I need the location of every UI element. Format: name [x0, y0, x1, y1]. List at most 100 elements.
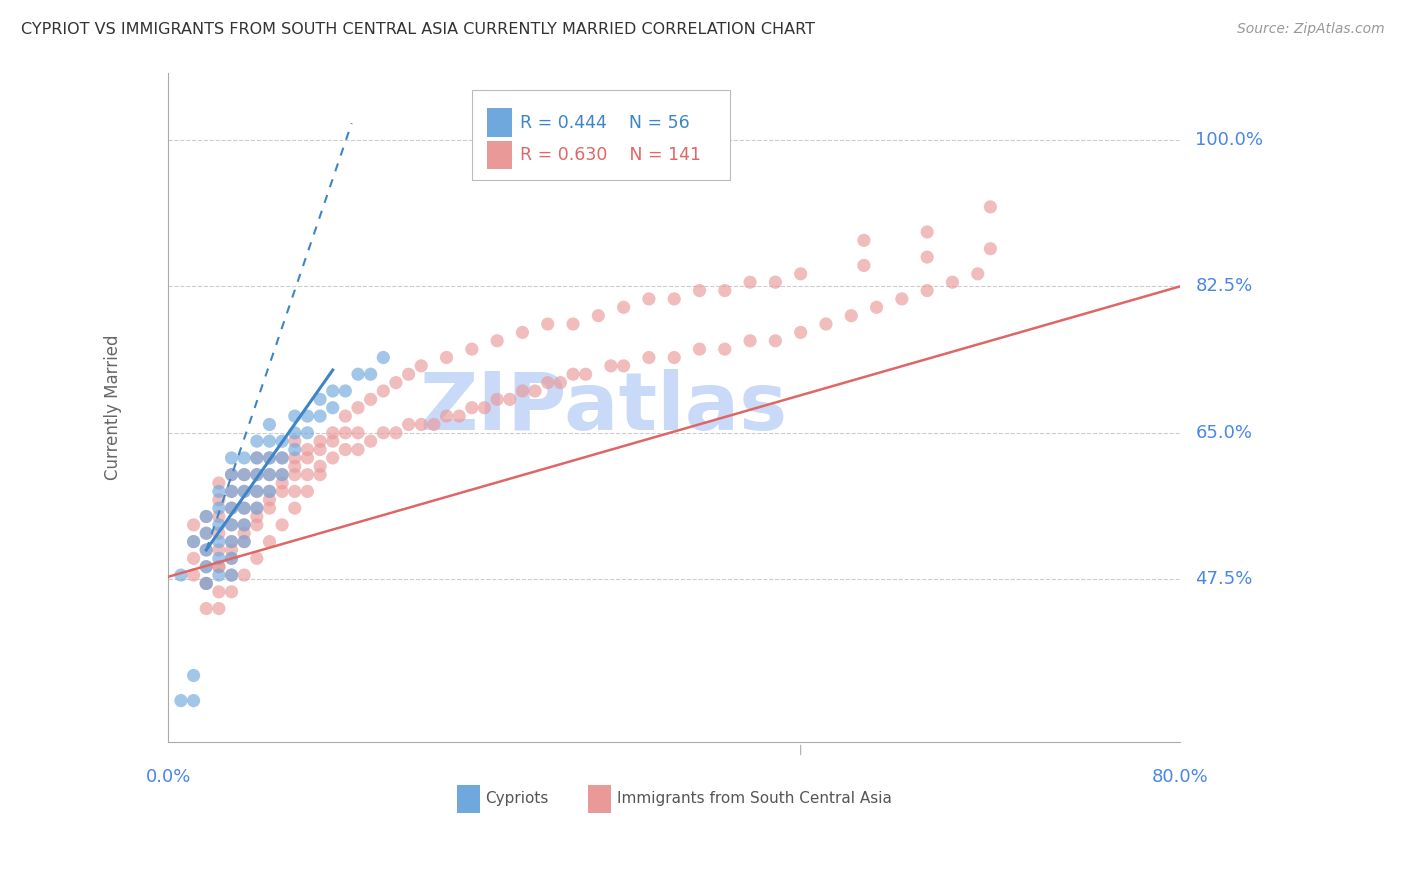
Point — [297, 467, 319, 482]
Point — [246, 434, 269, 449]
Point — [208, 484, 231, 499]
Point — [738, 334, 761, 348]
Point — [195, 576, 218, 591]
Point — [398, 417, 420, 432]
FancyBboxPatch shape — [457, 785, 479, 813]
Point — [170, 568, 193, 582]
Point — [233, 484, 256, 499]
Point — [259, 417, 281, 432]
Point — [411, 359, 433, 373]
Point — [562, 317, 585, 331]
Point — [233, 501, 256, 516]
Point — [789, 267, 811, 281]
Point — [865, 300, 887, 314]
Point — [221, 484, 243, 499]
Point — [233, 467, 256, 482]
Point — [259, 484, 281, 499]
Point — [246, 450, 269, 465]
Point — [322, 401, 344, 415]
Point — [170, 693, 193, 707]
Point — [195, 543, 218, 558]
Point — [575, 368, 598, 382]
Point — [360, 368, 382, 382]
Point — [195, 576, 218, 591]
Point — [208, 526, 231, 541]
Point — [600, 359, 623, 373]
Point — [461, 342, 484, 356]
Text: R = 0.630    N = 141: R = 0.630 N = 141 — [520, 146, 702, 164]
Point — [588, 309, 610, 323]
Point — [221, 517, 243, 532]
Point — [221, 543, 243, 558]
Point — [297, 484, 319, 499]
Point — [233, 517, 256, 532]
Point — [208, 543, 231, 558]
Point — [436, 351, 458, 365]
Point — [208, 501, 231, 516]
Point — [537, 376, 560, 390]
Point — [246, 484, 269, 499]
FancyBboxPatch shape — [486, 109, 512, 136]
Point — [246, 501, 269, 516]
Point — [297, 409, 319, 423]
Point — [436, 409, 458, 423]
Point — [309, 467, 332, 482]
Point — [271, 476, 294, 491]
Text: 65.0%: 65.0% — [1195, 424, 1253, 442]
Point — [486, 334, 509, 348]
Point — [246, 450, 269, 465]
Point — [259, 450, 281, 465]
Point — [271, 484, 294, 499]
Point — [284, 467, 307, 482]
Point — [335, 384, 357, 398]
Point — [309, 442, 332, 457]
Point — [271, 517, 294, 532]
Point — [208, 534, 231, 549]
Point — [221, 534, 243, 549]
Point — [814, 317, 837, 331]
Point — [789, 326, 811, 340]
Point — [195, 526, 218, 541]
Point — [284, 501, 307, 516]
Point — [195, 559, 218, 574]
Point — [411, 417, 433, 432]
Point — [335, 425, 357, 440]
Point — [246, 509, 269, 524]
Point — [271, 434, 294, 449]
Point — [360, 434, 382, 449]
Point — [638, 351, 661, 365]
Point — [512, 326, 534, 340]
Point — [195, 509, 218, 524]
Point — [233, 467, 256, 482]
Point — [474, 401, 496, 415]
Point — [259, 492, 281, 507]
Point — [246, 517, 269, 532]
Point — [195, 509, 218, 524]
Point — [208, 601, 231, 615]
Point — [360, 392, 382, 407]
Point — [246, 467, 269, 482]
Point — [322, 425, 344, 440]
Point — [221, 551, 243, 566]
Point — [689, 342, 711, 356]
Text: ZIPatlas: ZIPatlas — [419, 368, 787, 447]
Point — [195, 576, 218, 591]
Point — [271, 467, 294, 482]
Point — [499, 392, 522, 407]
Point — [689, 284, 711, 298]
Point — [208, 559, 231, 574]
Point — [195, 543, 218, 558]
Point — [221, 467, 243, 482]
Point — [195, 526, 218, 541]
Point — [284, 442, 307, 457]
Point — [763, 334, 786, 348]
Point — [714, 342, 737, 356]
Text: Cypriots: Cypriots — [485, 791, 548, 806]
Point — [233, 534, 256, 549]
Point — [423, 417, 446, 432]
Point — [297, 450, 319, 465]
Point — [890, 292, 912, 306]
Point — [284, 484, 307, 499]
Point — [347, 425, 370, 440]
Text: 0.0%: 0.0% — [146, 767, 191, 786]
